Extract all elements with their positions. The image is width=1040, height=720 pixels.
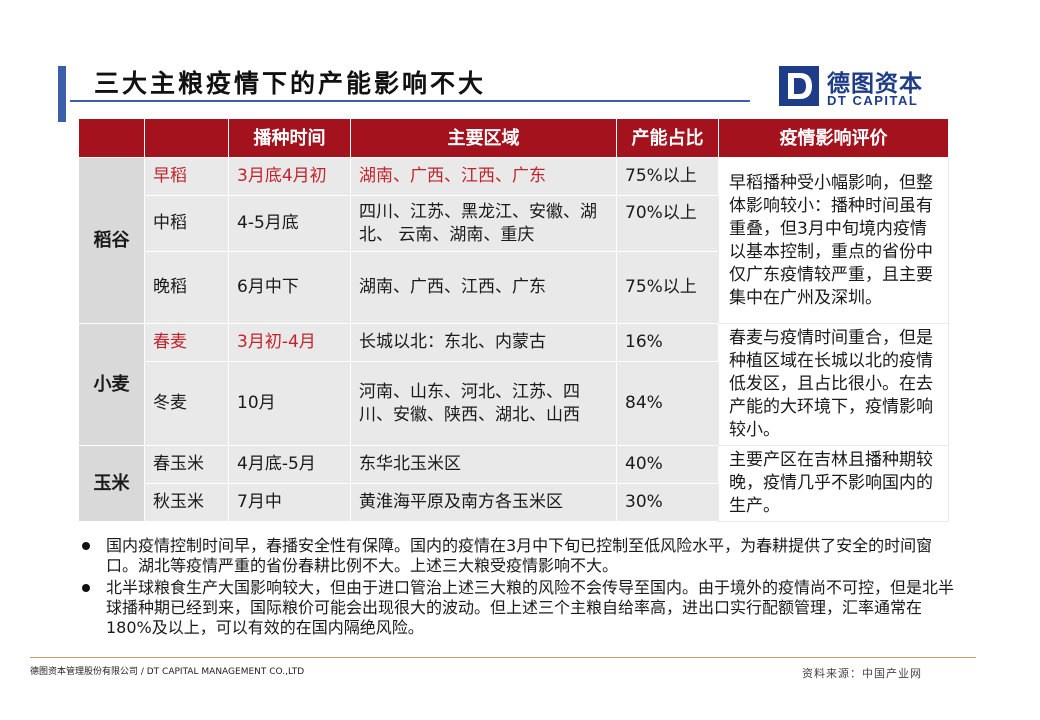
brand-logo: 德图资本 DT CAPITAL xyxy=(779,64,939,110)
region-cell: 黄淮海平原及南方各玉米区 xyxy=(350,483,617,522)
table-row: 小麦 春麦 3月初-4月 长城以北：东北、内蒙古 16% 春麦与疫情时间重合，但… xyxy=(78,323,949,446)
evaluation-cell-rice: 早稻播种受小幅影响，但整体影响较小：播种时间虽有重叠，但3月中旬境内疫情以基本控… xyxy=(718,157,949,324)
crop-cell: 冬麦 xyxy=(144,361,229,446)
evaluation-cell-corn: 主要产区在吉林且播种期较晚，疫情几乎不影响国内的生产。 xyxy=(718,445,949,522)
sowing-time-cell: 6月中下 xyxy=(228,251,351,324)
crop-cell: 晚稻 xyxy=(144,251,229,324)
header-cell-crop xyxy=(144,118,229,158)
share-cell: 16% xyxy=(616,323,719,362)
table-row: 中稻 4-5月底 四川、江苏、黑龙江、安徽、湖北、 云南、湖南、重庆 70%以上 xyxy=(79,195,949,252)
region-cell: 湖南、广西、江西、广东 xyxy=(350,157,617,196)
category-cell-rice: 稻谷 xyxy=(78,157,145,324)
region-cell: 东华北玉米区 xyxy=(350,445,617,484)
region-cell: 河南、山东、河北、江苏、四川、安徽、陕西、湖北、山西 xyxy=(350,361,617,446)
bullet-dot-icon xyxy=(82,584,90,592)
crop-cell: 早稻 xyxy=(144,157,229,196)
footer-source: 资料来源：中国产业网 xyxy=(802,667,922,680)
share-cell: 40% xyxy=(616,445,719,484)
header-cell-sowing-time: 播种时间 xyxy=(228,118,351,158)
footer-divider xyxy=(30,657,976,658)
bullet-dot-icon xyxy=(82,542,90,550)
table-row: 玉米 春玉米 4月底-5月 东华北玉米区 40% 主要产区在吉林且播种期较晚，疫… xyxy=(78,445,949,522)
sowing-time-cell: 3月底4月初 xyxy=(228,157,351,196)
sowing-time-cell: 7月中 xyxy=(228,483,351,522)
region-cell: 湖南、广西、江西、广东 xyxy=(350,251,617,324)
sowing-time-cell: 10月 xyxy=(228,361,351,446)
share-cell: 75%以上 xyxy=(616,251,719,324)
sowing-time-cell: 4月底-5月 xyxy=(228,445,351,484)
crop-cell: 春麦 xyxy=(144,323,229,362)
category-cell-corn: 玉米 xyxy=(78,445,145,522)
table-row: 冬麦 10月 河南、山东、河北、江苏、四川、安徽、陕西、湖北、山西 84% xyxy=(79,361,949,446)
category-cell-wheat: 小麦 xyxy=(78,323,145,446)
region-cell: 长城以北：东北、内蒙古 xyxy=(350,323,617,362)
share-cell: 84% xyxy=(616,361,719,446)
share-cell: 70%以上 xyxy=(616,195,719,252)
dt-logo-icon xyxy=(779,66,819,106)
summary-bullets: 国内疫情控制时间早，春播安全性有保障。国内的疫情在3月中下旬已控制至低风险水平，… xyxy=(80,536,960,640)
title-accent-bar xyxy=(58,66,66,122)
bullet-item: 北半球粮食生产大国影响较大，但由于进口管治上述三大粮的风险不会传导至国内。由于境… xyxy=(80,578,960,638)
bullet-item: 国内疫情控制时间早，春播安全性有保障。国内的疫情在3月中下旬已控制至低风险水平，… xyxy=(80,536,960,576)
crop-cell: 中稻 xyxy=(144,195,229,252)
header-cell-category xyxy=(78,118,145,158)
bullet-text: 国内疫情控制时间早，春播安全性有保障。国内的疫情在3月中下旬已控制至低风险水平，… xyxy=(106,536,933,575)
sowing-time-cell: 3月初-4月 xyxy=(228,323,351,362)
crop-cell: 春玉米 xyxy=(144,445,229,484)
logo-chinese-name: 德图资本 xyxy=(827,71,923,97)
table-row: 晚稻 6月中下 湖南、广西、江西、广东 75%以上 xyxy=(79,251,949,324)
header-cell-main-region: 主要区域 xyxy=(350,118,617,158)
table-row: 秋玉米 7月中 黄淮海平原及南方各玉米区 30% xyxy=(79,483,949,522)
evaluation-cell-wheat: 春麦与疫情时间重合，但是种植区域在长城以北的疫情低发区，且占比很小。在去产能的大… xyxy=(718,323,949,446)
share-cell: 75%以上 xyxy=(616,157,719,196)
region-cell: 四川、江苏、黑龙江、安徽、湖北、 云南、湖南、重庆 xyxy=(350,195,617,252)
header-cell-impact-evaluation: 疫情影响评价 xyxy=(718,118,949,158)
logo-english-name: DT CAPITAL xyxy=(827,93,919,108)
share-cell: 30% xyxy=(616,483,719,522)
grain-impact-table: 播种时间 主要区域 产能占比 疫情影响评价 稻谷 早稻 3月底4月初 湖南、广西… xyxy=(78,118,949,522)
page-title: 三大主粮疫情下的产能影响不大 xyxy=(94,69,487,98)
header-cell-capacity-share: 产能占比 xyxy=(616,118,719,158)
table-header-row: 播种时间 主要区域 产能占比 疫情影响评价 xyxy=(78,118,949,158)
sowing-time-cell: 4-5月底 xyxy=(228,195,351,252)
table-row: 稻谷 早稻 3月底4月初 湖南、广西、江西、广东 75%以上 早稻播种受小幅影响… xyxy=(78,157,949,324)
crop-cell: 秋玉米 xyxy=(144,483,229,522)
bullet-text: 北半球粮食生产大国影响较大，但由于进口管治上述三大粮的风险不会传导至国内。由于境… xyxy=(106,578,955,637)
footer-company: 德图资本管理股份有限公司 / DT CAPITAL MANAGEMENT CO.… xyxy=(30,667,305,677)
title-underline xyxy=(70,100,750,102)
